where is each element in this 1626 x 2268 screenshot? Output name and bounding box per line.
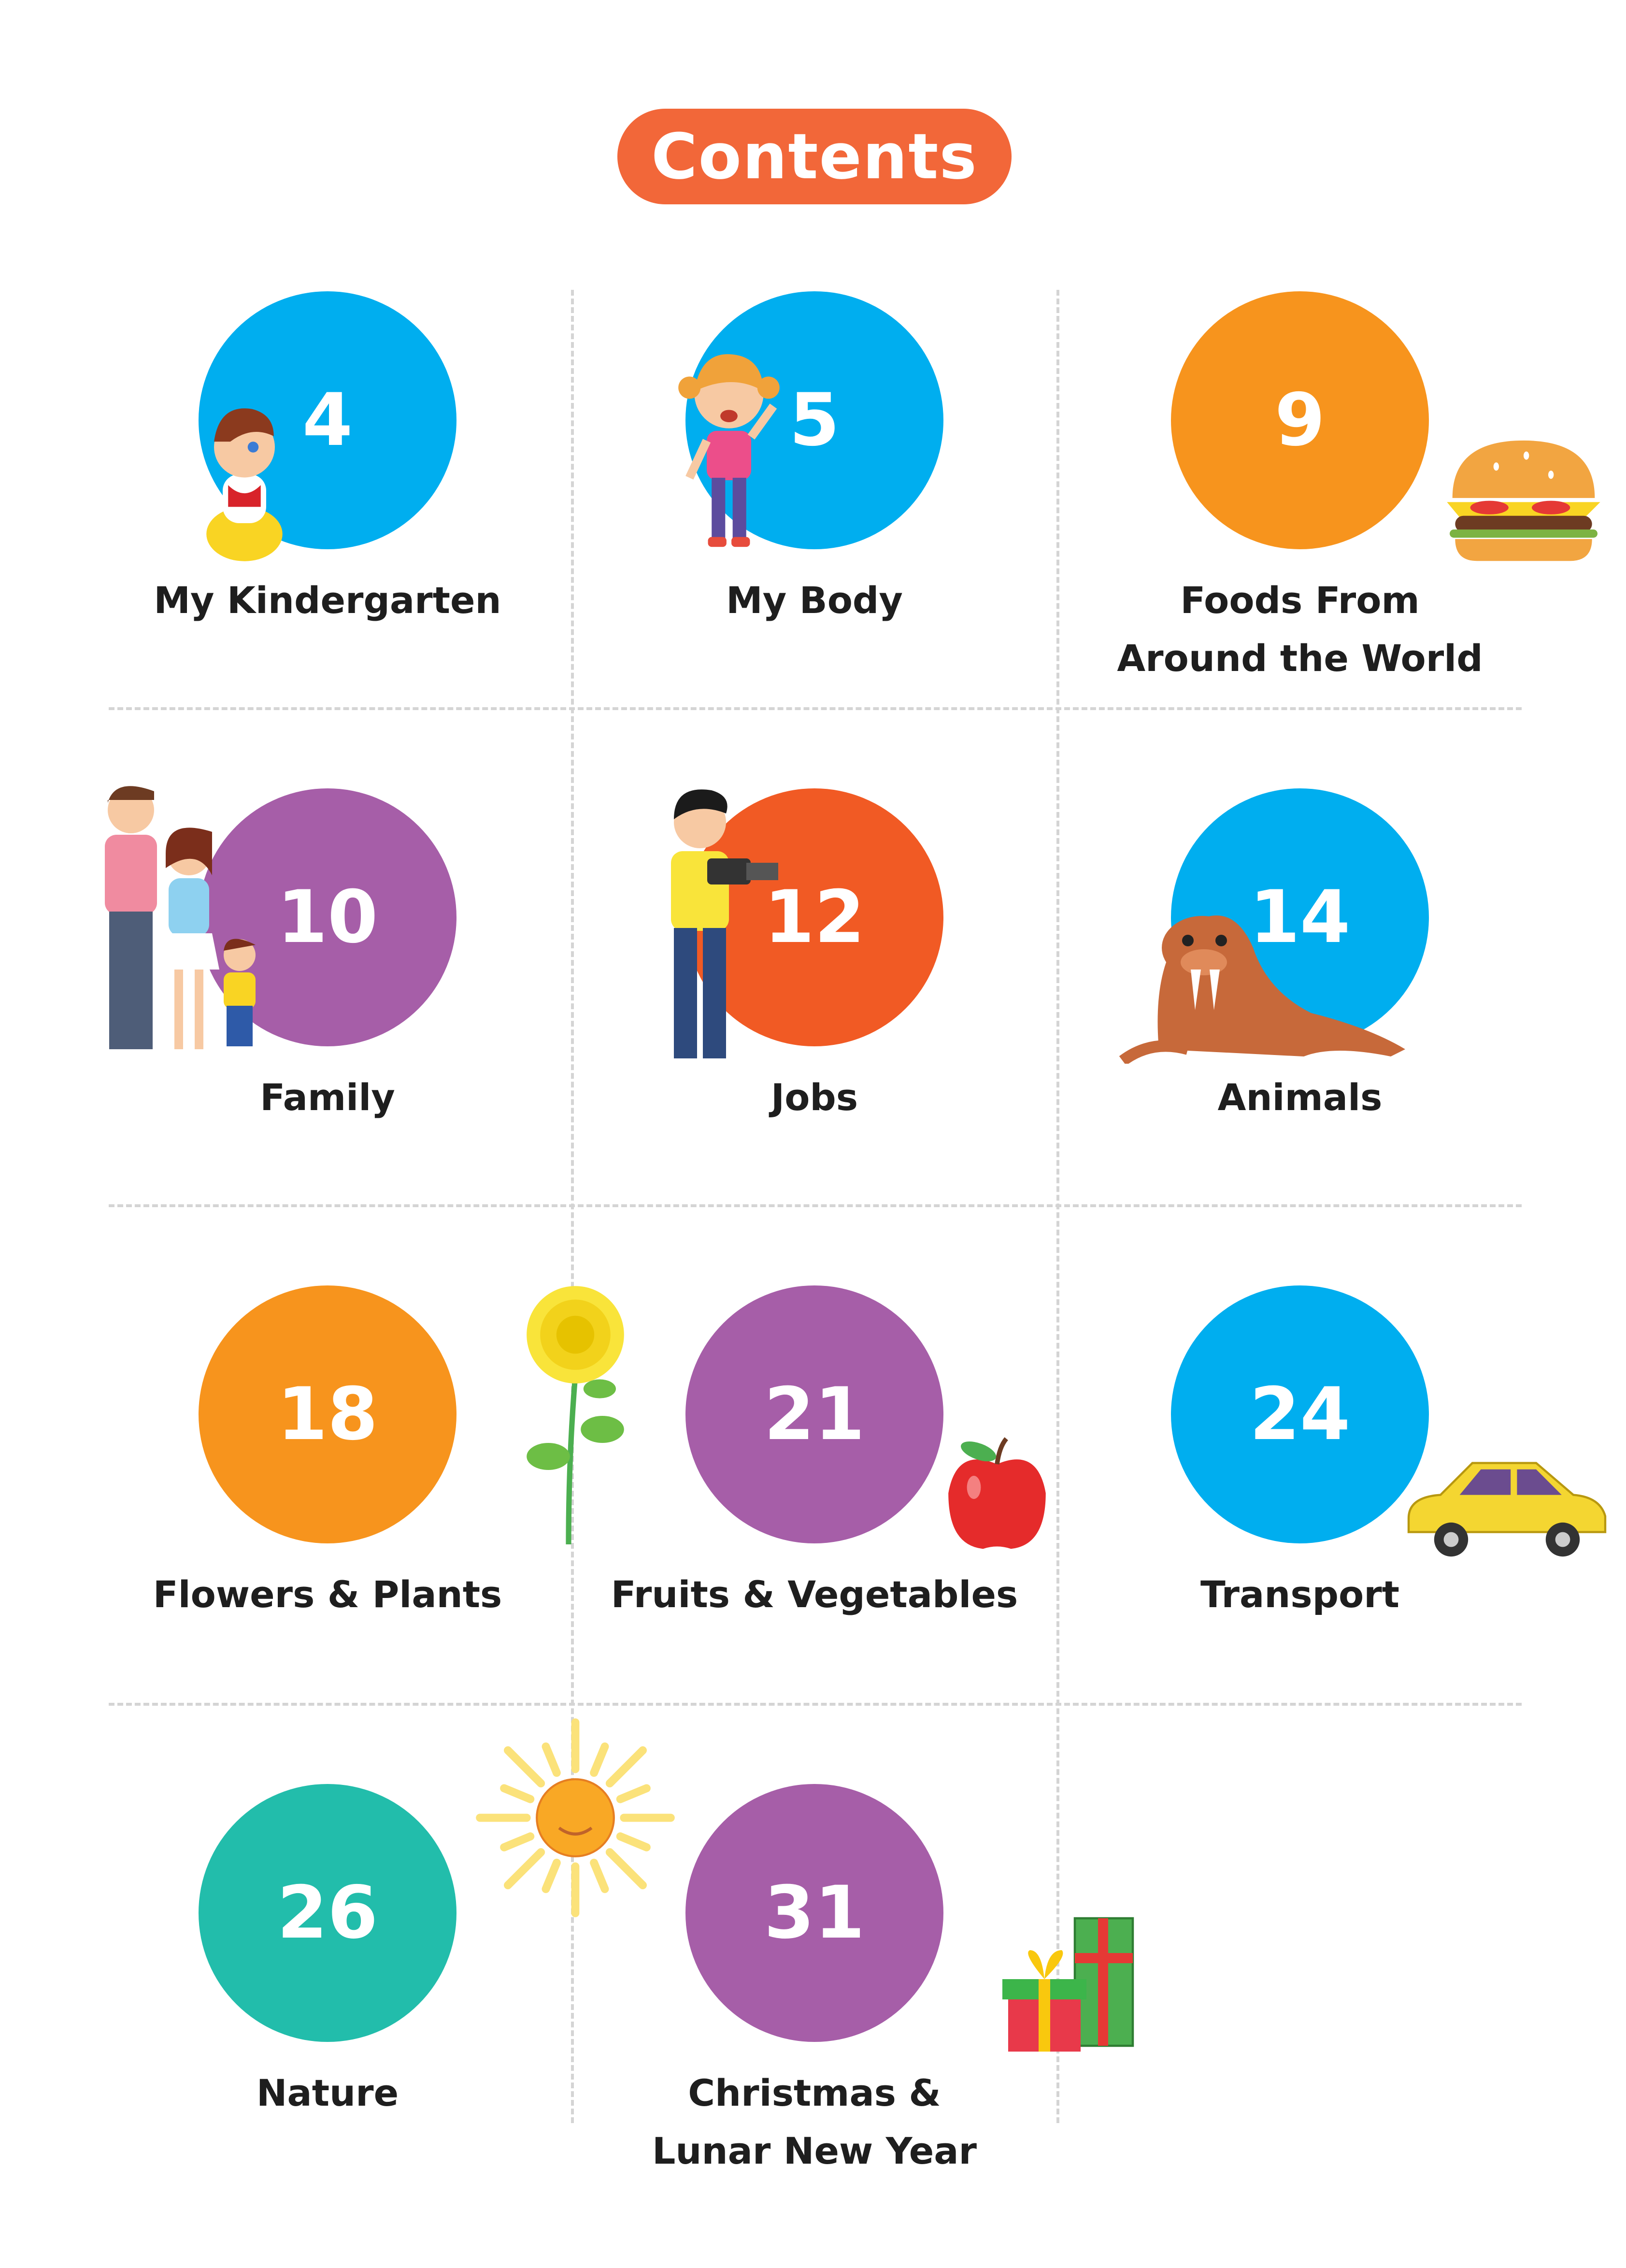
sun-icon — [474, 1716, 677, 1919]
item-label-line: Fruits & Vegetables — [611, 1573, 1018, 1616]
contents-item[interactable]: 10 Family — [86, 786, 569, 1271]
row-divider — [109, 707, 1522, 710]
item-label: Fruits & Vegetables — [573, 1566, 1056, 1624]
page-number: 26 — [277, 1871, 378, 1955]
item-label-line: My Kindergarten — [154, 579, 501, 622]
item-label: My Body — [573, 571, 1056, 629]
page-number: 9 — [1274, 378, 1326, 462]
page-number-circle: 18 — [199, 1285, 456, 1543]
item-label-line: Transport — [1200, 1573, 1400, 1616]
item-label-line: Foods From — [1180, 579, 1420, 622]
contents-item[interactable]: 14 Animals — [1058, 788, 1541, 1271]
contents-item[interactable]: 9 Foods From Around the World — [1058, 291, 1600, 774]
burger-icon — [1441, 436, 1606, 567]
item-label: Animals — [1058, 1069, 1541, 1127]
page-number: 24 — [1249, 1372, 1351, 1456]
item-label: Transport — [1058, 1566, 1541, 1624]
girl-icon — [666, 344, 792, 567]
item-label-line: Around the World — [1117, 637, 1483, 680]
contents-item[interactable]: 18 Flowers & Plants — [86, 1285, 624, 1769]
item-label-line: My Body — [726, 579, 903, 622]
item-label-line: Animals — [1217, 1076, 1383, 1119]
contents-item[interactable]: 5 My Body — [573, 291, 1056, 774]
row-divider — [109, 1204, 1522, 1207]
page-number-circle: 24 — [1171, 1285, 1429, 1543]
page-number-circle: 26 — [199, 1784, 456, 2042]
page-number-circle: 9 — [1171, 291, 1429, 549]
contents-item[interactable]: 26 Nature — [86, 1718, 675, 2267]
item-label-line: Christmas & — [688, 2071, 941, 2114]
apple-icon — [937, 1435, 1057, 1551]
gift-icon — [999, 1910, 1144, 2054]
contents-title: Contents — [617, 109, 1012, 204]
page-number: 5 — [789, 378, 840, 462]
item-label: Foods From Around the World — [1058, 571, 1541, 687]
page-number-circle: 31 — [685, 1784, 943, 2042]
photographer-icon — [642, 779, 787, 1069]
page-number-circle: 21 — [685, 1285, 943, 1543]
page-number: 31 — [764, 1871, 865, 1955]
boy-icon — [189, 393, 300, 567]
page-number: 10 — [277, 875, 378, 959]
item-label: Family — [86, 1069, 569, 1127]
contents-item[interactable]: 21 Fruits & Vegetables — [573, 1285, 1056, 1769]
item-label-line: Nature — [256, 2071, 399, 2114]
item-label: Christmas & Lunar New Year — [573, 2064, 1056, 2180]
page-number: 18 — [277, 1372, 378, 1456]
item-label-line: Jobs — [770, 1076, 858, 1119]
item-label-line: Family — [260, 1076, 395, 1119]
item-label: Nature — [86, 2064, 569, 2122]
page-number: 4 — [302, 378, 353, 462]
contents-item[interactable]: 31 Christmas & Lunar New Year — [573, 1784, 1134, 2267]
flower-icon — [508, 1281, 643, 1551]
contents-item[interactable]: 12 Jobs — [573, 788, 1056, 1271]
walrus-icon — [1118, 904, 1417, 1066]
row-divider — [109, 1703, 1522, 1706]
contents-item[interactable]: 24 Transport — [1058, 1285, 1607, 1769]
page-number: 21 — [764, 1372, 865, 1456]
family-icon — [73, 774, 276, 1064]
page-number-circle: 10 — [199, 788, 456, 1046]
contents-item[interactable]: 4 My Kindergarten — [86, 291, 569, 774]
page-number: 14 — [1249, 875, 1351, 959]
item-label-line: Lunar New Year — [652, 2129, 977, 2172]
item-label: Jobs — [573, 1069, 1056, 1127]
car-icon — [1398, 1455, 1611, 1561]
item-label: My Kindergarten — [86, 571, 569, 629]
item-label-line: Flowers & Plants — [153, 1573, 502, 1616]
item-label: Flowers & Plants — [86, 1566, 569, 1624]
page-number: 12 — [764, 875, 865, 959]
